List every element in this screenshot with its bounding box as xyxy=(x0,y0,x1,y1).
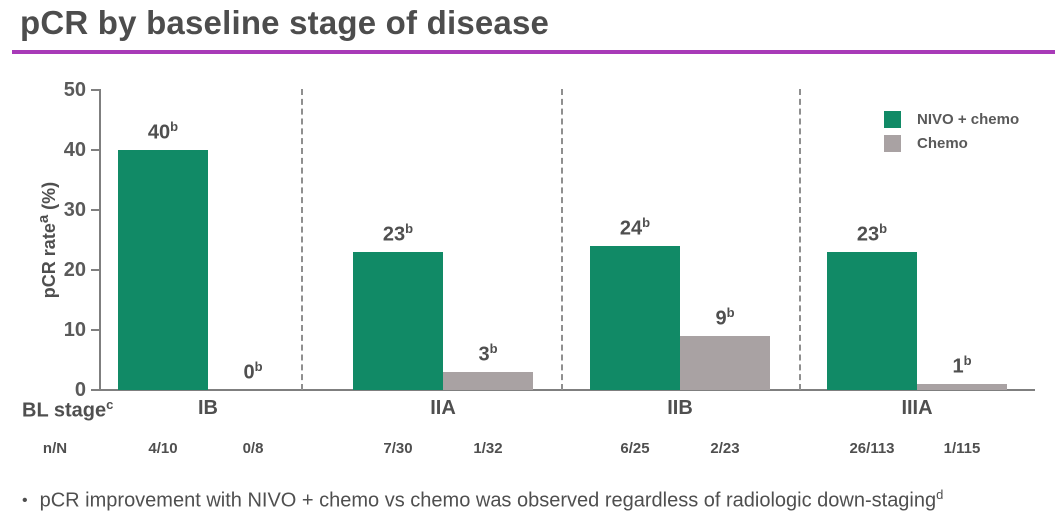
footnote-text: pCR improvement with NIVO + chemo vs che… xyxy=(39,489,937,512)
bar-nivo-iia xyxy=(353,252,443,390)
bar-value-label: 23b xyxy=(328,221,468,247)
stage-label-iiia: IIIA xyxy=(901,397,933,419)
bar-slot-ib-nivo: 40b xyxy=(118,90,208,390)
footnote: • pCR improvement with NIVO + chemo vs ch… xyxy=(22,487,943,513)
y-tick-mark xyxy=(91,209,100,211)
footnote-sup: d xyxy=(936,487,944,502)
y-tick-label-20: 20 xyxy=(63,259,86,281)
legend-label-chemo: Chemo xyxy=(917,135,968,152)
bar-value-label: 9b xyxy=(655,305,795,331)
legend-label-nivo: NIVO + chemo xyxy=(917,111,1020,128)
bar-value: 40 xyxy=(147,122,171,144)
bar-value-label: 23b xyxy=(802,221,942,247)
nn-value-iib-chemo: 2/23 xyxy=(710,440,740,457)
y-tick-mark xyxy=(91,389,100,391)
bar-slot-iib-nivo: 24b xyxy=(590,90,680,390)
bar-value: 1 xyxy=(952,356,964,378)
bar-nivo-iib xyxy=(590,246,680,390)
bar-value-sup: b xyxy=(879,221,888,237)
group-separator xyxy=(301,89,303,390)
y-axis-title: pCR ratea(%) xyxy=(35,90,59,390)
y-tick-label-30: 30 xyxy=(63,199,86,221)
legend-swatch-nivo xyxy=(884,111,901,128)
bar-slot-iia-chemo: 3b xyxy=(443,90,533,390)
y-tick-mark xyxy=(91,89,100,91)
bar-chemo-iiia xyxy=(917,384,1007,390)
nn-value-ib-chemo: 0/8 xyxy=(242,440,264,457)
stage-label-iib: IIB xyxy=(667,397,693,419)
bar-value-label: 40b xyxy=(93,119,233,145)
nn-value-iiia-chemo: 1/115 xyxy=(943,440,981,457)
bar-nivo-ib xyxy=(118,150,208,390)
bar-slot-iia-nivo: 23b xyxy=(353,90,443,390)
bl-stage-label: BL stagec xyxy=(22,397,113,423)
nn-row-header: n/N xyxy=(42,440,68,457)
bar-value: 3 xyxy=(478,344,490,366)
bar-slot-iiia-chemo: 1b xyxy=(917,90,1007,390)
y-tick-mark xyxy=(91,269,100,271)
bar-value: 23 xyxy=(382,224,406,246)
bullet-icon: • xyxy=(22,491,28,509)
x-axis-line xyxy=(99,389,1035,391)
bar-value-sup: b xyxy=(489,341,498,357)
y-tick-label-0: 0 xyxy=(74,379,86,401)
nn-value-iia-chemo: 1/32 xyxy=(473,440,503,457)
bar-nivo-iiia xyxy=(827,252,917,390)
y-tick-label-50: 50 xyxy=(63,79,86,101)
bar-value-label: 24b xyxy=(565,215,705,241)
bar-value-label: 3b xyxy=(418,341,558,367)
page-title: pCR by baseline stage of disease xyxy=(20,4,550,41)
bar-value-sup: b xyxy=(963,353,972,369)
bl-stage-text: BL stage xyxy=(22,399,107,422)
stage-label-ib: IB xyxy=(198,397,218,419)
bar-value: 0 xyxy=(243,362,255,384)
bar-value-sup: b xyxy=(254,359,263,375)
bar-value-label: 1b xyxy=(892,353,1032,379)
y-tick-mark xyxy=(91,149,100,151)
bar-chemo-iia xyxy=(443,372,533,390)
bar-value-label: 0b xyxy=(183,359,323,385)
bar-slot-iiia-nivo: 23b xyxy=(827,90,917,390)
bar-value-sup: b xyxy=(405,221,414,237)
title-underline xyxy=(12,50,1055,54)
y-tick-mark xyxy=(91,329,100,331)
y-tick-label-40: 40 xyxy=(63,139,86,161)
bar-value-sup: b xyxy=(726,305,735,321)
legend-swatch-chemo xyxy=(884,135,901,152)
nn-value-iiia-nivo: 26/113 xyxy=(849,440,895,457)
nn-value-ib-nivo: 4/10 xyxy=(148,440,178,457)
bar-value: 24 xyxy=(619,218,643,240)
bar-value: 23 xyxy=(856,224,880,246)
bar-value: 9 xyxy=(715,308,727,330)
bar-slot-iib-chemo: 9b xyxy=(680,90,770,390)
y-tick-label-10: 10 xyxy=(63,319,86,341)
bar-slot-ib-chemo: 0b xyxy=(208,90,298,390)
nn-value-iib-nivo: 6/25 xyxy=(620,440,650,457)
bar-chemo-iib xyxy=(680,336,770,390)
legend: NIVO + chemo Chemo xyxy=(884,111,1019,159)
group-separator xyxy=(799,89,801,390)
y-axis-line xyxy=(99,89,101,391)
bl-stage-sup: c xyxy=(106,397,114,412)
legend-item-chemo: Chemo xyxy=(884,135,1019,152)
bar-value-sup: b xyxy=(642,215,651,231)
group-separator xyxy=(561,89,563,390)
stage-label-iia: IIA xyxy=(430,397,456,419)
nn-value-iia-nivo: 7/30 xyxy=(383,440,413,457)
bar-value-sup: b xyxy=(170,119,179,135)
legend-item-nivo: NIVO + chemo xyxy=(884,111,1019,128)
